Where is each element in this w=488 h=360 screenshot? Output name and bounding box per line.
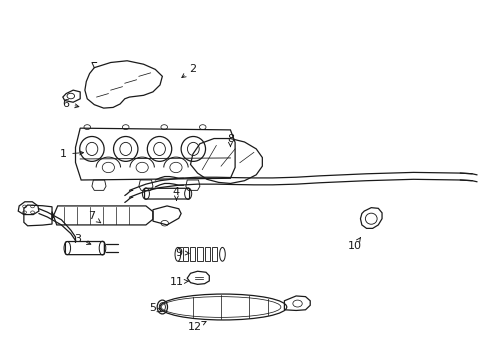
Text: 8: 8 — [226, 134, 233, 147]
Text: 1: 1 — [60, 149, 83, 159]
Text: 3: 3 — [74, 234, 91, 244]
Text: 6: 6 — [62, 99, 79, 109]
Text: 10: 10 — [347, 238, 361, 251]
Text: 4: 4 — [173, 187, 180, 200]
Text: 5: 5 — [149, 303, 162, 313]
Text: 9: 9 — [175, 248, 189, 257]
Text: 12: 12 — [188, 321, 205, 332]
Text: 2: 2 — [182, 64, 196, 77]
Text: 7: 7 — [88, 211, 101, 223]
Text: 11: 11 — [169, 277, 188, 287]
